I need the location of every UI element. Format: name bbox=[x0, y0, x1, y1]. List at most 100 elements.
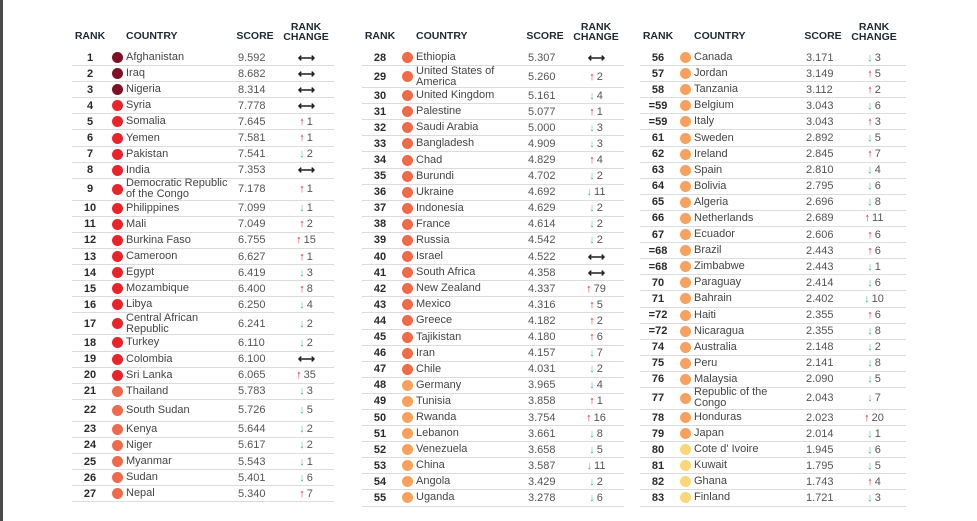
table-row: 54 Angola 3.429 ↓ 2 bbox=[362, 474, 624, 491]
rank-change-cell: ↑ 8 bbox=[278, 283, 334, 295]
country-cell: Belgium bbox=[694, 99, 734, 112]
rank-cell: =59 bbox=[648, 115, 668, 128]
score-cell: 2.810 bbox=[806, 164, 834, 177]
rank-cell: 48 bbox=[373, 379, 387, 392]
country-cell: Paraguay bbox=[694, 276, 742, 289]
table-row: 10 Philippines 7.099 ↓ 1 bbox=[72, 201, 334, 217]
down-arrow-icon: ↓ bbox=[589, 491, 595, 504]
up-arrow-icon: ↑ bbox=[299, 250, 305, 263]
down-arrow-icon: ↓ bbox=[867, 341, 873, 354]
peace-level-dot-icon bbox=[111, 251, 123, 263]
down-arrow-icon: ↓ bbox=[589, 121, 595, 134]
table-row: 5 Somalia 7.645 ↑ 1 bbox=[72, 114, 334, 131]
rank-change-value: 2 bbox=[306, 423, 313, 436]
rank-cell: 7 bbox=[86, 148, 94, 161]
down-arrow-icon: ↓ bbox=[867, 51, 873, 64]
rank-change-value: 7 bbox=[596, 347, 603, 360]
score-cell: 8.682 bbox=[238, 67, 266, 80]
country-cell: Mali bbox=[126, 217, 147, 230]
table-row: =59 Belgium 3.043 ↓ 6 bbox=[640, 98, 906, 115]
rank-change-value: 4 bbox=[874, 164, 881, 177]
rank-change-cell: ↓ 7 bbox=[568, 347, 624, 359]
rank-change-cell: ⟷ bbox=[568, 250, 624, 264]
rank-change-value: 8 bbox=[306, 282, 313, 295]
peace-level-dot-icon bbox=[679, 492, 691, 504]
score-cell: 4.316 bbox=[528, 298, 556, 311]
score-cell: 5.726 bbox=[238, 404, 266, 417]
peace-level-dot-icon bbox=[679, 476, 691, 488]
rank-change-cell: ⟷ bbox=[278, 163, 334, 177]
rank-cell: 58 bbox=[651, 83, 665, 96]
header-country: COUNTRY bbox=[694, 30, 746, 42]
peace-level-dot-icon bbox=[679, 341, 691, 353]
rank-change-value: 5 bbox=[874, 373, 881, 386]
down-arrow-icon: ↓ bbox=[299, 317, 305, 330]
table-row: =59 Italy 3.043 ↑ 3 bbox=[640, 114, 906, 131]
table-row: 81 Kuwait 1.795 ↓ 5 bbox=[640, 458, 906, 475]
score-cell: 4.522 bbox=[528, 250, 556, 263]
rank-change-value: 4 bbox=[306, 298, 313, 311]
rank-cell: 78 bbox=[651, 411, 665, 424]
table-row: 7 Pakistan 7.541 ↓ 2 bbox=[72, 147, 334, 163]
down-arrow-icon: ↓ bbox=[299, 298, 305, 311]
table-row: 67 Ecuador 2.606 ↑ 6 bbox=[640, 227, 906, 244]
rank-change-value: 79 bbox=[593, 282, 606, 295]
rank-change-cell: ↓ 8 bbox=[846, 196, 902, 208]
rank-cell: 14 bbox=[83, 266, 97, 279]
peace-level-dot-icon bbox=[679, 277, 691, 289]
peace-level-dot-icon bbox=[111, 100, 123, 112]
peace-level-dot-icon bbox=[679, 100, 691, 112]
down-arrow-icon: ↓ bbox=[299, 148, 305, 161]
table-row: 17 Central African Republic 6.241 ↓ 2 bbox=[72, 312, 334, 336]
score-cell: 3.858 bbox=[528, 395, 556, 408]
down-arrow-icon: ↓ bbox=[589, 137, 595, 150]
country-cell: Tunisia bbox=[416, 394, 452, 407]
score-cell: 2.141 bbox=[806, 357, 834, 370]
country-cell: Honduras bbox=[694, 411, 742, 424]
peace-level-dot-icon bbox=[679, 293, 691, 305]
rank-change-cell: ↑ 1 bbox=[278, 116, 334, 128]
header-country: COUNTRY bbox=[416, 30, 468, 42]
rank-cell: 2 bbox=[86, 67, 94, 80]
rank-cell: =72 bbox=[648, 325, 668, 338]
down-arrow-icon: ↓ bbox=[589, 202, 595, 215]
rank-change-cell: ↓ 3 bbox=[568, 138, 624, 150]
table-row: 62 Ireland 2.845 ↑ 7 bbox=[640, 147, 906, 163]
rank-cell: 55 bbox=[373, 491, 387, 504]
country-cell: Cameroon bbox=[126, 250, 178, 263]
country-cell: Burundi bbox=[416, 169, 454, 182]
rank-change-value: 1 bbox=[306, 250, 313, 263]
up-arrow-icon: ↑ bbox=[589, 314, 595, 327]
peace-level-dot-icon bbox=[679, 309, 691, 321]
table-row: 22 South Sudan 5.726 ↓ 5 bbox=[72, 400, 334, 422]
rank-change-cell: ↓ 6 bbox=[846, 100, 902, 112]
rank-change-cell: ↑ 11 bbox=[846, 212, 902, 224]
rank-change-value: 4 bbox=[596, 89, 603, 102]
rank-change-value: 8 bbox=[596, 427, 603, 440]
score-cell: 2.689 bbox=[806, 212, 834, 225]
header-rank-change: RANK CHANGE bbox=[846, 22, 902, 43]
up-arrow-icon: ↑ bbox=[867, 67, 873, 80]
table-row: 66 Netherlands 2.689 ↑ 11 bbox=[640, 211, 906, 228]
down-arrow-icon: ↓ bbox=[867, 132, 873, 145]
peace-level-dot-icon bbox=[111, 404, 123, 416]
peace-level-dot-icon bbox=[111, 456, 123, 468]
rank-cell: 30 bbox=[373, 89, 387, 102]
rank-cell: 17 bbox=[83, 317, 97, 330]
score-cell: 4.829 bbox=[528, 154, 556, 167]
table-row: 13 Cameroon 6.627 ↑ 1 bbox=[72, 249, 334, 266]
rank-cell: 38 bbox=[373, 218, 387, 231]
down-arrow-icon: ↓ bbox=[299, 385, 305, 398]
rank-change-cell: ↓ 11 bbox=[568, 186, 624, 198]
table-row: 51 Lebanon 3.661 ↓ 8 bbox=[362, 426, 624, 443]
down-arrow-icon: ↓ bbox=[299, 471, 305, 484]
up-arrow-icon: ↑ bbox=[864, 212, 871, 225]
country-cell: Sudan bbox=[126, 471, 158, 484]
score-cell: 4.358 bbox=[528, 266, 556, 279]
rank-change-cell: ⟷ bbox=[278, 352, 334, 366]
up-arrow-icon: ↑ bbox=[586, 282, 592, 295]
score-cell: 4.157 bbox=[528, 347, 556, 360]
no-change-icon: ⟷ bbox=[297, 98, 315, 113]
rank-change-value: 2 bbox=[596, 475, 603, 488]
rank-cell: 29 bbox=[373, 70, 387, 83]
